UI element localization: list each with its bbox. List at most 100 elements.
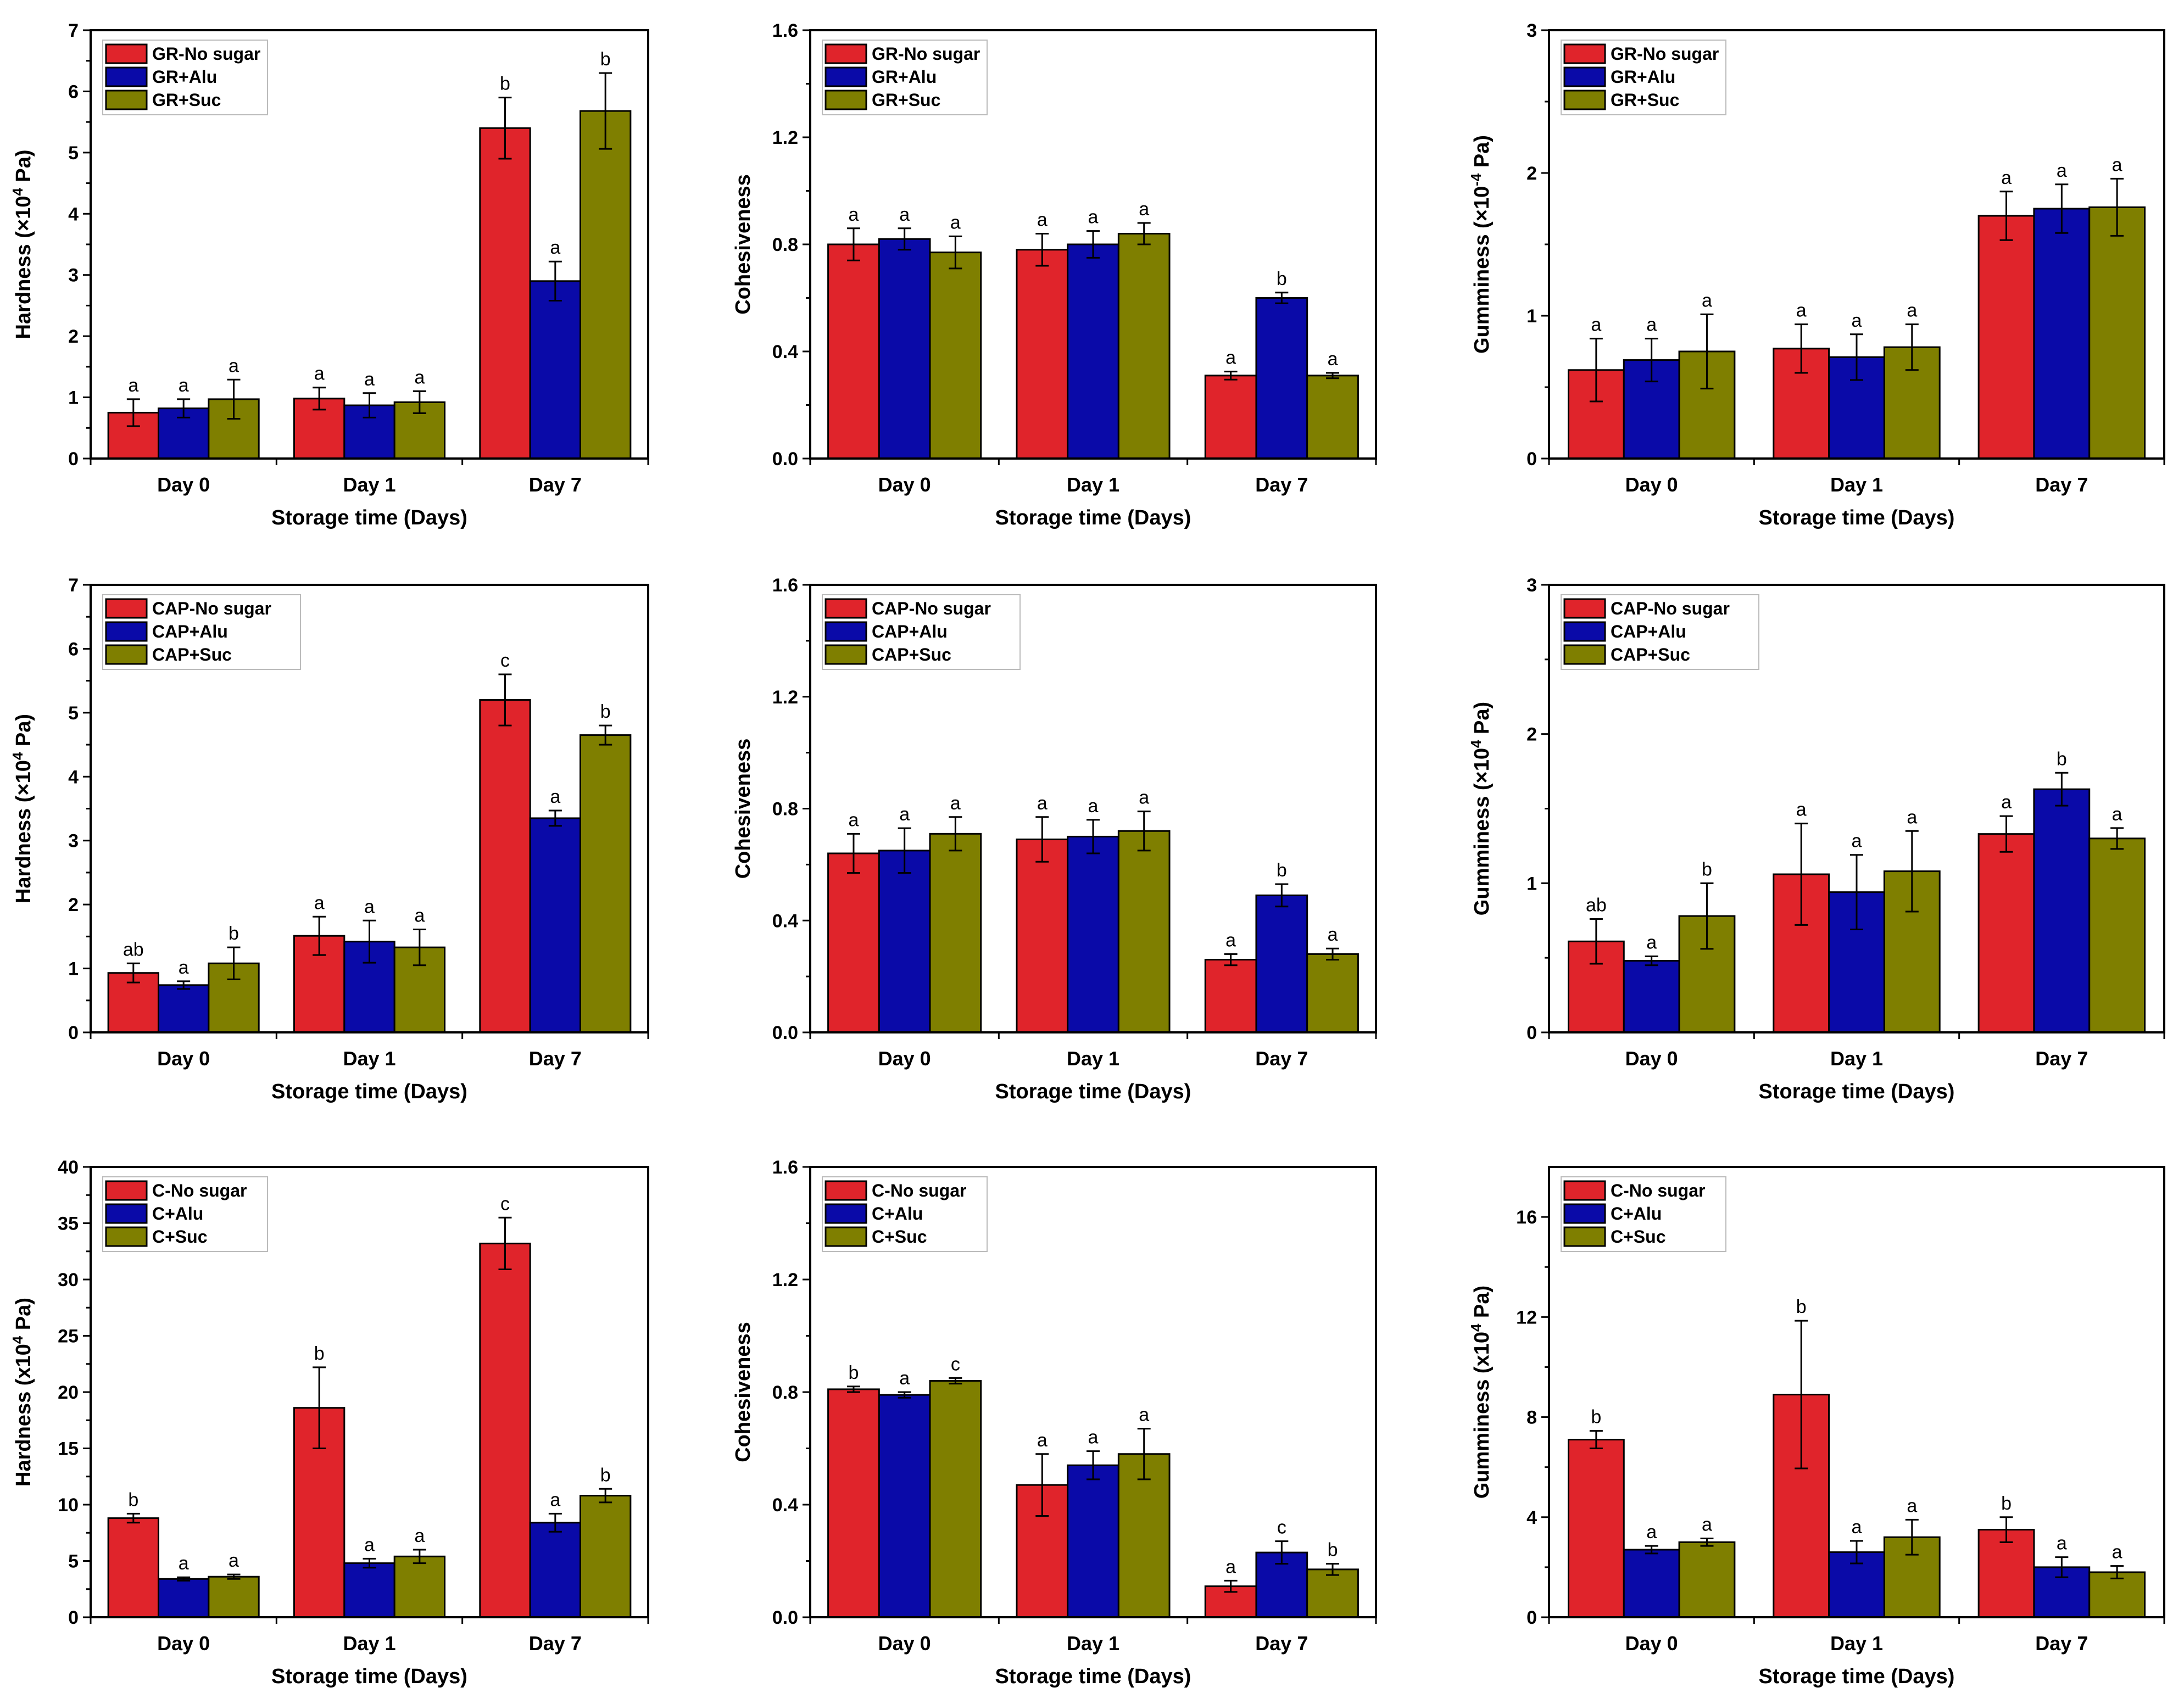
significance-label: a	[128, 375, 138, 396]
legend-label: GR+Alu	[152, 67, 217, 87]
y-axis-label: Cohesiveness	[732, 174, 755, 315]
significance-label: a	[1702, 290, 1712, 311]
significance-label: b	[2001, 1493, 2012, 1514]
legend-swatch	[824, 644, 867, 665]
y-tick-label: 4	[68, 204, 79, 225]
significance-label: a	[1852, 831, 1862, 852]
significance-label: a	[229, 355, 239, 376]
legend-label: C-No sugar	[152, 1181, 247, 1200]
bar-C+Suc-Day 0	[208, 1575, 260, 1618]
x-tick-label: Day 7	[2035, 1632, 2088, 1655]
bar-C-No sugar-Day 7	[479, 1242, 531, 1618]
x-tick-label: Day 7	[529, 1047, 582, 1070]
significance-label: a	[414, 906, 425, 926]
y-tick-label: 16	[1516, 1207, 1537, 1228]
y-tick-label: 2	[68, 895, 79, 915]
y-tick-label: 3	[68, 831, 79, 852]
y-tick-label: 0.4	[772, 1495, 798, 1516]
bar-C+Suc-Day 7	[1306, 1568, 1359, 1618]
significance-label: b	[600, 701, 611, 722]
significance-label: a	[414, 1526, 425, 1546]
y-tick-label: 0.0	[772, 449, 798, 470]
legend-label: CAP+Alu	[152, 622, 228, 641]
x-tick-label: Day 0	[157, 473, 210, 496]
y-tick-label: 20	[58, 1382, 79, 1403]
significance-label: a	[2057, 1533, 2067, 1554]
bar-C-No sugar-Day 0	[827, 1388, 880, 1618]
significance-label: b	[600, 1465, 611, 1485]
y-tick-label: 1.2	[772, 1270, 798, 1290]
y-tick-label: 3	[1526, 575, 1537, 596]
bar-GR+Alu-Day 7	[529, 280, 582, 460]
bar-C+Suc-Day 0	[1678, 1541, 1736, 1618]
x-axis-label: Storage time (Days)	[1759, 506, 1955, 529]
significance-label: a	[1591, 315, 1601, 336]
y-tick-label: 25	[58, 1326, 79, 1347]
bar-GR-No sugar-Day 7	[1977, 215, 2035, 460]
significance-label: a	[2112, 154, 2122, 175]
bar-C+Suc-Day 1	[1117, 1453, 1171, 1618]
chart-panel-3: a a a a a a a a a 0 1 2 3 Day 0 Day 1 Day 7 Storage time…	[1468, 20, 2165, 529]
legend-label: CAP-No sugar	[872, 599, 991, 618]
significance-label: a	[550, 786, 560, 807]
x-tick-label: Day 0	[878, 1047, 931, 1070]
bar-CAP-No sugar-Day 0	[827, 852, 880, 1033]
y-tick-label: 1	[68, 388, 79, 409]
significance-label: a	[2112, 804, 2122, 825]
legend-label: C+Alu	[872, 1204, 923, 1223]
significance-label: a	[1139, 199, 1149, 220]
bar-GR-No sugar-Day 1	[1016, 249, 1069, 460]
y-tick-label: 0.0	[772, 1607, 798, 1628]
x-tick-label: Day 0	[157, 1047, 210, 1070]
legend-swatch	[105, 90, 148, 110]
bar-CAP-No sugar-Day 7	[1204, 959, 1257, 1033]
x-tick-label: Day 7	[1255, 473, 1308, 496]
y-tick-label: 0.4	[772, 910, 798, 931]
legend-swatch	[1563, 66, 1606, 87]
significance-label: b	[500, 74, 510, 94]
bar-GR+Alu-Day 0	[878, 238, 931, 460]
chart-panel-2: a a a a a b a a a 0.0 0.4 0.8 1.2 1.6 Day 0 Day 1 Day 7 S…	[732, 20, 1377, 529]
bar-C+Suc-Day 7	[2088, 1571, 2146, 1618]
x-axis-label: Storage time (Days)	[271, 1080, 467, 1103]
x-tick-label: Day 1	[1067, 473, 1119, 496]
significance-label: b	[1328, 1540, 1338, 1561]
significance-label: a	[849, 809, 859, 830]
bar-CAP-No sugar-Day 7	[1977, 833, 2035, 1033]
chart-panel-1: a a b a a a a a b 0 1 2 3 4 5 6 7 Day 0 Day 1 Day 7 Storage …	[9, 20, 649, 529]
significance-label: a	[179, 1553, 189, 1574]
x-tick-label: Day 7	[529, 1632, 582, 1655]
y-axis-label: Gumminess (×104 Pa)	[1468, 702, 1494, 915]
legend-swatch	[105, 66, 148, 87]
significance-label: ab	[123, 939, 144, 960]
y-tick-label: 6	[68, 639, 79, 660]
significance-label: a	[364, 896, 375, 917]
y-axis-label: Gumminess (×10-4 Pa)	[1468, 135, 1494, 354]
legend-swatch	[824, 1203, 867, 1224]
bar-CAP+Alu-Day 7	[2033, 788, 2091, 1033]
significance-label: a	[2057, 160, 2067, 181]
chart-panel-7: b b c a a a a a b 0 5 10 15 20 25 30 35 40 Day 0 Day 1 Day 7…	[9, 1157, 649, 1688]
legend-label: C-No sugar	[872, 1181, 966, 1200]
y-tick-label: 4	[68, 767, 79, 787]
y-tick-label: 1.2	[772, 687, 798, 708]
x-tick-label: Day 1	[1067, 1047, 1119, 1070]
bar-C+Suc-Day 0	[929, 1380, 982, 1618]
legend-label: C+Suc	[1611, 1227, 1665, 1247]
x-axis-label: Storage time (Days)	[995, 506, 1191, 529]
y-tick-label: 3	[1526, 20, 1537, 41]
significance-label: a	[1139, 787, 1149, 808]
legend-swatch	[105, 1180, 148, 1201]
y-tick-label: 0	[1526, 1607, 1537, 1628]
significance-label: a	[1796, 300, 1807, 321]
x-tick-label: Day 1	[343, 473, 395, 496]
bar-C+Suc-Day 7	[580, 1495, 632, 1618]
significance-label: a	[229, 1550, 239, 1571]
bar-CAP+Suc-Day 7	[2088, 837, 2146, 1033]
x-tick-label: Day 0	[878, 473, 931, 496]
y-tick-label: 1.6	[772, 1157, 798, 1178]
legend-swatch	[824, 43, 867, 64]
y-tick-label: 30	[58, 1270, 79, 1290]
significance-label: b	[849, 1362, 859, 1383]
